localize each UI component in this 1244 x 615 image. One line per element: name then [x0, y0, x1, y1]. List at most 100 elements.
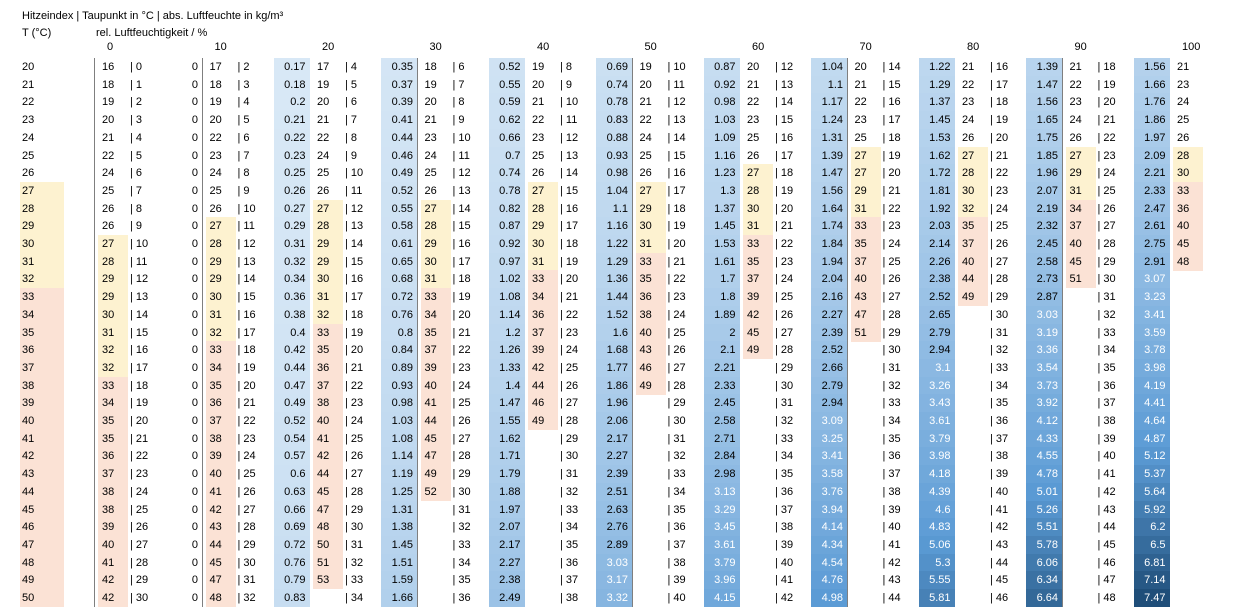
- absolute-humidity-cell: 0.38: [273, 305, 310, 324]
- absolute-humidity-cell: 3.03: [1026, 305, 1062, 324]
- heat-index-cell: 25: [424, 167, 437, 180]
- heat-index-cell: 18: [209, 78, 222, 91]
- dew-point-cell: | 17: [775, 149, 794, 162]
- dew-point-cell: | 29: [560, 432, 579, 445]
- heat-index-cell: 32: [313, 305, 343, 324]
- dew-point-cell: | 21: [452, 326, 471, 339]
- dew-point-cell: | 22: [775, 238, 794, 250]
- absolute-humidity-cell: 5.06: [918, 535, 955, 554]
- absolute-humidity-cell: 5.64: [1133, 482, 1170, 501]
- temperature-axis-label: T (°C): [22, 27, 52, 39]
- heat-index-cell: [636, 501, 666, 519]
- heat-index-cell: 20: [424, 96, 437, 109]
- heat-index-cell: 29: [420, 235, 451, 253]
- absolute-humidity-cell: 1.56: [1133, 58, 1170, 76]
- dew-point-cell: | 23: [237, 432, 256, 445]
- dew-point-cell: | 30: [560, 450, 579, 463]
- heat-index-cell-100: 40: [1173, 217, 1203, 236]
- dew-point-cell: | 37: [667, 538, 686, 551]
- temperature-row-label: 25: [22, 149, 35, 162]
- heat-index-cell: 37: [205, 412, 236, 430]
- absolute-humidity-cell: 1.04: [596, 181, 632, 200]
- temperature-row-label: 21: [22, 78, 35, 91]
- absolute-humidity-cell: 4.6: [918, 500, 955, 519]
- dew-point-cell: | 14: [345, 238, 364, 250]
- heat-index-cell: 44: [958, 270, 988, 289]
- heat-index-cell: 22: [1069, 78, 1082, 91]
- heat-index-cell: 17: [317, 61, 330, 73]
- absolute-humidity-cell: 1.31: [811, 128, 847, 147]
- dew-point-cell: | 30: [237, 556, 256, 569]
- temperature-row-label: 35: [20, 323, 64, 342]
- dew-point-cell: | 23: [1097, 149, 1116, 162]
- absolute-humidity-cell: 3.13: [703, 482, 740, 501]
- heat-index-cell: 27: [635, 181, 666, 200]
- dew-point-cell: | 19: [775, 184, 794, 197]
- heat-index-cell: [528, 447, 558, 465]
- heat-index-cell: 29: [98, 270, 128, 289]
- heat-index-cell: [528, 554, 558, 572]
- dew-point-cell: | 20: [345, 344, 364, 357]
- absolute-humidity-cell: 1.44: [596, 288, 632, 307]
- dew-point-cell: | 30: [345, 521, 364, 534]
- dew-point-cell: | 4: [237, 96, 250, 109]
- heat-index-cell: [421, 571, 451, 589]
- heat-index-cell: 39: [743, 288, 773, 307]
- heat-index-cell: [851, 447, 881, 465]
- dew-point-cell: | 8: [237, 167, 250, 180]
- dew-point-cell: | 46: [1097, 556, 1116, 569]
- dew-point-cell: | 8: [130, 202, 143, 215]
- heat-index-cell: 22: [102, 149, 115, 162]
- absolute-humidity-cell: 2.17: [596, 429, 632, 448]
- heat-index-cell: 30: [205, 288, 236, 307]
- heat-index-cell: 29: [313, 235, 343, 253]
- column-separator: [1169, 58, 1170, 607]
- dew-point-cell: | 34: [667, 485, 686, 498]
- dew-point-cell: | 32: [560, 485, 579, 498]
- heat-index-cell: 27: [850, 146, 881, 165]
- dew-point-cell: | 29: [345, 503, 364, 516]
- dew-point-cell: | 1: [130, 78, 143, 91]
- heat-index-cell: 29: [635, 199, 666, 218]
- dew-point-cell: | 24: [130, 485, 149, 498]
- dew-point-cell: | 13: [237, 255, 256, 268]
- heat-index-cell: 35: [958, 217, 988, 236]
- heat-index-cell: [851, 394, 881, 412]
- heat-index-cell: 47: [205, 571, 236, 590]
- heat-index-cell: [636, 394, 666, 412]
- heat-index-cell: 39: [98, 518, 128, 537]
- absolute-humidity-cell: 0.6: [273, 465, 310, 484]
- dew-point-cell: | 20: [667, 238, 686, 250]
- temperature-row-label: 48: [20, 553, 64, 572]
- absolute-humidity-cell: 2.09: [1133, 146, 1170, 165]
- absolute-humidity-cell: 5.81: [918, 589, 955, 607]
- heat-index-cell: 24: [962, 114, 975, 127]
- absolute-humidity-cell: 1.29: [918, 75, 955, 94]
- heat-index-cell: [1066, 501, 1096, 519]
- absolute-humidity-cell: 1.22: [918, 58, 955, 76]
- column-separator: [739, 58, 740, 607]
- sheet-title: Hitzeindex | Taupunkt in °C | abs. Luftf…: [22, 10, 284, 22]
- dew-point-cell: | 29: [1097, 255, 1116, 268]
- absolute-humidity-cell: 5.26: [1026, 500, 1062, 519]
- heat-index-cell: 26: [102, 202, 115, 215]
- heat-index-cell: 20: [532, 78, 545, 91]
- dew-point-cell: | 9: [237, 184, 250, 197]
- temperature-row-label: 26: [22, 167, 35, 180]
- heat-index-cell: [743, 377, 773, 395]
- heat-index-cell: 34: [528, 288, 558, 307]
- absolute-humidity-cell: 1.4: [488, 376, 525, 395]
- dew-point-cell: | 14: [775, 96, 794, 109]
- heat-index-cell: 32: [98, 358, 128, 377]
- absolute-humidity-cell: 5.55: [918, 571, 955, 590]
- dew-point-cell: | 30: [452, 485, 471, 498]
- dew-point-cell: | 18: [345, 308, 364, 321]
- dew-point-cell: | 21: [1097, 114, 1116, 127]
- dew-point-cell: | 13: [452, 184, 471, 197]
- heat-index-cell: 36: [528, 305, 558, 324]
- temperature-row-label: 33: [20, 288, 64, 307]
- heat-index-cell: [958, 554, 988, 572]
- dew-point-cell: | 15: [130, 326, 149, 339]
- dew-point-cell: | 38: [560, 592, 579, 604]
